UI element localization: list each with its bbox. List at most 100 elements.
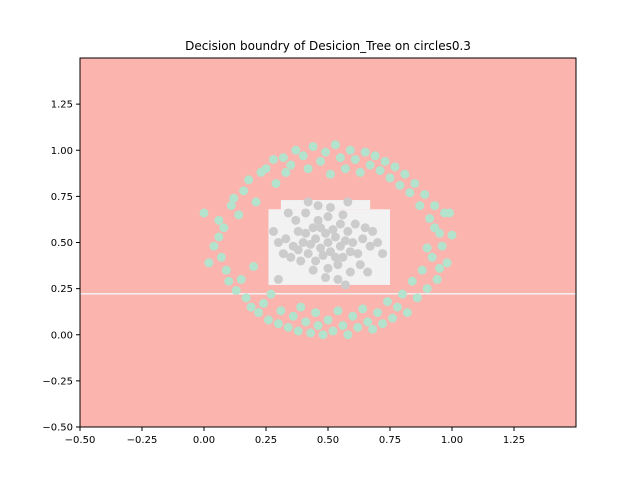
point-inner-54 (330, 252, 340, 262)
point-inner-43 (313, 201, 323, 211)
point-outer-58 (348, 311, 358, 321)
point-outer-89 (425, 214, 435, 224)
point-inner-16 (353, 249, 363, 259)
point-inner-49 (303, 197, 313, 207)
point-inner-53 (316, 223, 326, 233)
point-outer-18 (249, 261, 259, 271)
point-inner-20 (365, 241, 375, 251)
point-inner-9 (308, 223, 318, 233)
point-outer-101 (422, 243, 432, 253)
decision-region-inner-2 (280, 200, 371, 210)
point-inner-50 (343, 197, 353, 207)
point-inner-52 (363, 267, 373, 277)
point-inner-34 (330, 232, 340, 242)
point-inner-40 (350, 219, 360, 229)
point-outer-9 (226, 201, 236, 211)
point-inner-46 (378, 249, 388, 259)
point-inner-24 (360, 223, 370, 233)
point-outer-6 (219, 223, 229, 233)
point-outer-4 (216, 252, 226, 262)
point-inner-14 (323, 212, 333, 222)
point-outer-75 (390, 162, 400, 172)
point-outer-54 (338, 321, 348, 331)
point-outer-79 (400, 169, 410, 179)
point-outer-63 (360, 147, 370, 157)
x-tick-label: 1.00 (441, 435, 463, 446)
point-outer-65 (365, 160, 375, 170)
point-outer-11 (231, 285, 241, 295)
y-tick-label: 1.00 (51, 146, 73, 157)
point-outer-41 (306, 328, 316, 338)
point-outer-56 (343, 330, 353, 340)
point-outer-94 (437, 241, 447, 251)
point-inner-58 (335, 219, 345, 229)
point-inner-26 (345, 267, 355, 277)
point-outer-55 (340, 164, 350, 174)
point-outer-36 (293, 326, 303, 336)
point-inner-3 (318, 250, 328, 260)
point-outer-92 (432, 274, 442, 284)
point-inner-4 (328, 225, 338, 235)
x-tick-label: 1.25 (503, 435, 525, 446)
point-outer-76 (392, 302, 402, 312)
y-tick-label: −0.25 (42, 376, 73, 387)
point-outer-42 (308, 142, 318, 152)
point-inner-56 (345, 247, 355, 257)
point-inner-5 (298, 238, 308, 247)
point-outer-97 (447, 230, 457, 240)
point-outer-64 (363, 317, 373, 327)
point-outer-7 (221, 265, 231, 275)
point-outer-37 (296, 302, 306, 312)
point-inner-19 (281, 234, 291, 244)
point-outer-47 (321, 147, 331, 157)
point-outer-19 (251, 197, 261, 207)
point-outer-98 (445, 208, 455, 218)
x-tick-label: −0.25 (127, 435, 158, 446)
point-inner-12 (358, 234, 368, 244)
point-outer-27 (271, 178, 281, 188)
x-tick-label: 0.00 (193, 435, 215, 446)
point-outer-2 (209, 241, 219, 251)
point-inner-21 (321, 273, 331, 283)
point-outer-15 (241, 293, 251, 303)
point-outer-8 (224, 276, 234, 286)
point-outer-45 (316, 156, 326, 166)
point-outer-90 (427, 252, 437, 262)
point-outer-100 (430, 223, 440, 233)
point-inner-27 (273, 238, 283, 247)
point-outer-24 (263, 315, 273, 325)
point-outer-77 (395, 180, 405, 190)
point-inner-48 (340, 280, 350, 290)
point-inner-32 (355, 260, 365, 270)
point-outer-69 (375, 166, 385, 176)
point-outer-62 (358, 304, 368, 314)
x-tick-label: 0.50 (317, 435, 339, 446)
point-outer-68 (373, 308, 383, 318)
point-outer-16 (244, 175, 254, 185)
point-outer-26 (268, 154, 278, 164)
point-inner-41 (278, 249, 288, 259)
point-outer-40 (303, 164, 313, 174)
point-outer-78 (397, 289, 407, 299)
point-outer-48 (323, 315, 333, 325)
point-inner-17 (313, 215, 323, 225)
point-inner-42 (368, 226, 378, 236)
y-tick-label: 0.50 (51, 238, 73, 249)
point-outer-28 (273, 319, 283, 329)
point-inner-55 (301, 228, 311, 238)
point-outer-86 (417, 265, 427, 275)
chart-title: Decision boundry of Desicion_Tree on cir… (185, 39, 471, 53)
point-inner-33 (316, 243, 326, 253)
point-inner-18 (333, 260, 343, 270)
point-outer-67 (370, 151, 380, 161)
point-inner-25 (301, 208, 311, 218)
point-outer-82 (407, 276, 417, 286)
point-outer-3 (214, 232, 224, 242)
point-inner-23 (286, 252, 296, 262)
point-inner-57 (311, 256, 321, 266)
point-outer-1 (204, 258, 214, 268)
point-inner-45 (268, 226, 278, 236)
point-outer-44 (313, 321, 323, 331)
point-outer-22 (259, 298, 269, 308)
